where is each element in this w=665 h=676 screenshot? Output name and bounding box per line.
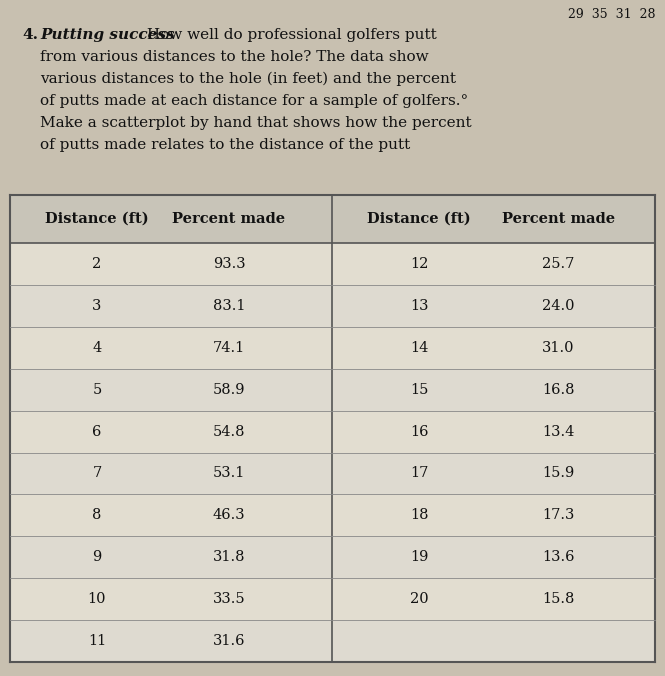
Text: 33.5: 33.5 bbox=[213, 592, 245, 606]
Text: Distance (ft): Distance (ft) bbox=[45, 212, 149, 226]
Text: 15.8: 15.8 bbox=[542, 592, 575, 606]
Text: 29  35  31  28: 29 35 31 28 bbox=[567, 8, 655, 21]
Bar bbox=[10, 243, 655, 285]
Bar bbox=[10, 195, 655, 662]
Text: 17: 17 bbox=[410, 466, 428, 481]
Bar bbox=[10, 578, 655, 620]
Text: 13: 13 bbox=[410, 299, 428, 313]
Text: 83.1: 83.1 bbox=[213, 299, 245, 313]
Bar bbox=[10, 410, 655, 452]
Text: 93.3: 93.3 bbox=[213, 257, 245, 271]
Text: 5: 5 bbox=[92, 383, 102, 397]
Text: 20: 20 bbox=[410, 592, 428, 606]
Text: 15: 15 bbox=[410, 383, 428, 397]
Text: 46.3: 46.3 bbox=[213, 508, 245, 523]
Text: 31.8: 31.8 bbox=[213, 550, 245, 564]
Text: 2: 2 bbox=[92, 257, 102, 271]
Text: 4.: 4. bbox=[22, 28, 38, 42]
Text: 31.6: 31.6 bbox=[213, 634, 245, 648]
Text: 15.9: 15.9 bbox=[542, 466, 574, 481]
Text: 7: 7 bbox=[92, 466, 102, 481]
Bar bbox=[10, 195, 655, 243]
Text: 8: 8 bbox=[92, 508, 102, 523]
Text: 19: 19 bbox=[410, 550, 428, 564]
Text: 13.4: 13.4 bbox=[542, 425, 575, 439]
Text: 3: 3 bbox=[92, 299, 102, 313]
Bar bbox=[10, 327, 655, 368]
Text: of putts made relates to the distance of the putt: of putts made relates to the distance of… bbox=[40, 138, 410, 152]
Text: 12: 12 bbox=[410, 257, 428, 271]
Text: 25.7: 25.7 bbox=[542, 257, 575, 271]
Text: 16: 16 bbox=[410, 425, 428, 439]
Text: Make a scatterplot by hand that shows how the percent: Make a scatterplot by hand that shows ho… bbox=[40, 116, 471, 130]
Text: Distance (ft): Distance (ft) bbox=[367, 212, 471, 226]
Text: 53.1: 53.1 bbox=[213, 466, 245, 481]
Bar bbox=[10, 494, 655, 536]
Text: 6: 6 bbox=[92, 425, 102, 439]
Text: from various distances to the hole? The data show: from various distances to the hole? The … bbox=[40, 50, 429, 64]
Text: 74.1: 74.1 bbox=[213, 341, 245, 355]
Text: 14: 14 bbox=[410, 341, 428, 355]
Text: 16.8: 16.8 bbox=[542, 383, 575, 397]
Text: 31.0: 31.0 bbox=[542, 341, 575, 355]
Text: How well do professional golfers putt: How well do professional golfers putt bbox=[142, 28, 437, 42]
Text: of putts made at each distance for a sample of golfers.°: of putts made at each distance for a sam… bbox=[40, 94, 468, 108]
Text: 13.6: 13.6 bbox=[542, 550, 575, 564]
Text: Putting success: Putting success bbox=[40, 28, 175, 42]
Text: 17.3: 17.3 bbox=[542, 508, 575, 523]
Text: 11: 11 bbox=[88, 634, 106, 648]
Text: 24.0: 24.0 bbox=[542, 299, 575, 313]
Text: various distances to the hole (in feet) and the percent: various distances to the hole (in feet) … bbox=[40, 72, 456, 87]
Text: 10: 10 bbox=[88, 592, 106, 606]
Text: 4: 4 bbox=[92, 341, 102, 355]
Text: 54.8: 54.8 bbox=[213, 425, 245, 439]
Text: 18: 18 bbox=[410, 508, 428, 523]
Text: Percent made: Percent made bbox=[172, 212, 285, 226]
Text: 58.9: 58.9 bbox=[213, 383, 245, 397]
Text: Percent made: Percent made bbox=[501, 212, 614, 226]
Text: 9: 9 bbox=[92, 550, 102, 564]
